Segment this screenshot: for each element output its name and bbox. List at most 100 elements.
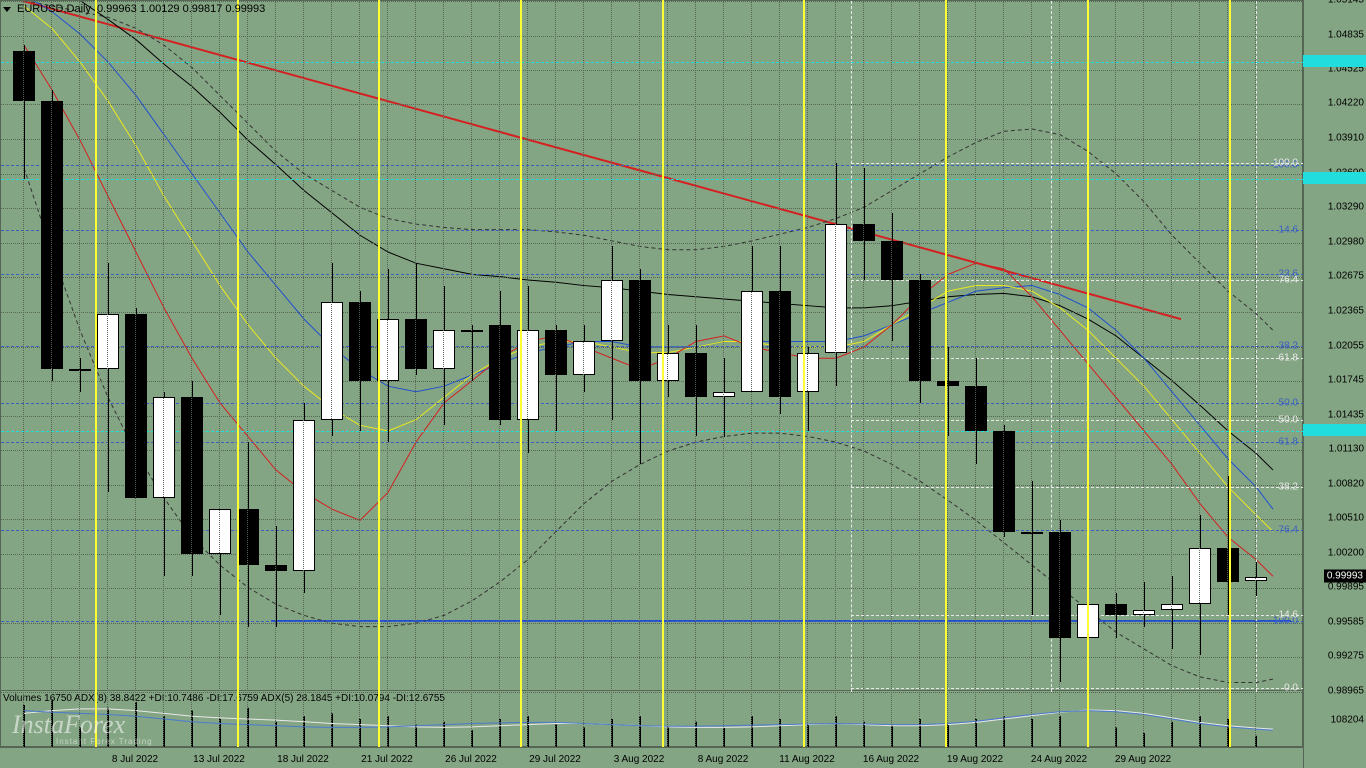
- candle-body[interactable]: [993, 431, 1015, 532]
- grid-vline: [1031, 0, 1032, 747]
- session-highlight: [803, 0, 805, 747]
- candle-body[interactable]: [909, 280, 931, 381]
- y-tick: 1.01435: [1328, 409, 1364, 420]
- y-tick: 1.04220: [1328, 98, 1364, 109]
- candle-wick: [276, 526, 277, 627]
- candle-body[interactable]: [1021, 532, 1043, 534]
- grid-vline: [1199, 0, 1200, 747]
- candle-body[interactable]: [125, 314, 147, 498]
- fib-blue-line: [1, 274, 1304, 275]
- x-tick: 29 Aug 2022: [1115, 754, 1171, 765]
- candle-body[interactable]: [97, 314, 119, 370]
- fib-white-label: 50.0: [1279, 414, 1298, 425]
- grid-vline: [1255, 0, 1256, 747]
- y-tick: 0.99275: [1328, 651, 1364, 662]
- fib-blue-label: 76.4: [1279, 525, 1298, 536]
- candle-body[interactable]: [629, 280, 651, 381]
- candle-body[interactable]: [741, 291, 763, 392]
- candle-body[interactable]: [349, 302, 371, 380]
- grid-vline: [1003, 0, 1004, 747]
- x-axis: 8 Jul 202213 Jul 202218 Jul 202221 Jul 2…: [0, 747, 1303, 768]
- fib-white-label: 76.4: [1279, 274, 1298, 285]
- candle-body[interactable]: [1161, 604, 1183, 610]
- candle-body[interactable]: [377, 319, 399, 380]
- candle-body[interactable]: [13, 51, 35, 101]
- x-tick: 24 Aug 2022: [1031, 754, 1087, 765]
- candle-body[interactable]: [545, 330, 567, 375]
- candle-wick: [1172, 576, 1173, 649]
- candle-wick: [948, 347, 949, 436]
- x-tick: 13 Jul 2022: [193, 754, 245, 765]
- grid-vline: [1115, 0, 1116, 747]
- grid-vline: [23, 0, 24, 747]
- indicator-panel[interactable]: Volumes 16750 ADX(8) 38.8422 +DI:10.7486…: [0, 691, 1303, 747]
- candle-body[interactable]: [69, 369, 91, 371]
- candle-body[interactable]: [1049, 532, 1071, 638]
- main-price-chart[interactable]: EURUSD,Daily 0.99963 1.00129 0.99817 0.9…: [0, 0, 1303, 691]
- candle-body[interactable]: [797, 353, 819, 392]
- candle-body[interactable]: [713, 392, 735, 398]
- session-highlight: [237, 0, 239, 747]
- fib-blue-label: 14.6: [1279, 224, 1298, 235]
- fib-white-label: 100.0: [1273, 157, 1298, 168]
- candle-body[interactable]: [489, 325, 511, 420]
- candle-body[interactable]: [573, 341, 595, 375]
- cyan-level-marker: [1303, 55, 1366, 67]
- candle-body[interactable]: [433, 330, 455, 369]
- fib-blue-label: 38.2: [1279, 340, 1298, 351]
- indicator-value: 108204: [1331, 715, 1364, 726]
- candle-body[interactable]: [41, 101, 63, 369]
- candle-wick: [724, 358, 725, 436]
- chart-container: EURUSD,Daily 0.99963 1.00129 0.99817 0.9…: [0, 0, 1366, 768]
- candle-body[interactable]: [321, 302, 343, 419]
- grid-hline: [1, 139, 1304, 140]
- candle-body[interactable]: [461, 330, 483, 332]
- candle-body[interactable]: [1189, 548, 1211, 604]
- grid-vline: [499, 0, 500, 747]
- fib-white-label: 14.6: [1279, 610, 1298, 621]
- candle-body[interactable]: [265, 565, 287, 571]
- session-highlight: [662, 0, 664, 747]
- x-tick: 8 Jul 2022: [112, 754, 158, 765]
- candle-body[interactable]: [937, 381, 959, 387]
- grid-vline: [723, 0, 724, 747]
- candle-body[interactable]: [1105, 604, 1127, 615]
- candle-body[interactable]: [825, 224, 847, 353]
- candle-body[interactable]: [209, 509, 231, 554]
- candle-body[interactable]: [1217, 548, 1239, 582]
- grid-vline: [891, 0, 892, 747]
- grid-hline: [1, 208, 1304, 209]
- grid-hline: [1, 588, 1304, 589]
- fib-blue-label: 61.8: [1279, 437, 1298, 448]
- grid-vline: [947, 0, 948, 747]
- candle-body[interactable]: [181, 397, 203, 554]
- y-tick: 1.05145: [1328, 0, 1364, 6]
- grid-hline: [1, 312, 1304, 313]
- candle-wick: [1116, 593, 1117, 638]
- y-axis: 108204 1.051451.048351.045251.042201.039…: [1303, 0, 1366, 768]
- candle-body[interactable]: [853, 224, 875, 241]
- candle-body[interactable]: [601, 280, 623, 341]
- candle-body[interactable]: [237, 509, 259, 565]
- candle-body[interactable]: [881, 241, 903, 280]
- grid-vline: [247, 0, 248, 747]
- dropdown-icon[interactable]: [3, 7, 11, 12]
- candle-body[interactable]: [1245, 577, 1267, 580]
- candle-body[interactable]: [1133, 610, 1155, 616]
- current-price-box: 0.99993: [1324, 570, 1366, 583]
- candle-body[interactable]: [965, 386, 987, 431]
- candle-body[interactable]: [153, 397, 175, 498]
- candle-body[interactable]: [685, 353, 707, 398]
- grid-vline: [331, 0, 332, 747]
- candle-body[interactable]: [293, 420, 315, 571]
- grid-vline: [387, 0, 388, 747]
- candle-body[interactable]: [405, 319, 427, 369]
- candle-body[interactable]: [769, 291, 791, 397]
- candle-body[interactable]: [657, 353, 679, 381]
- grid-vline: [79, 0, 80, 747]
- fib-blue-line: [1, 165, 1304, 166]
- y-tick: 0.99585: [1328, 616, 1364, 627]
- y-tick: 0.99895: [1328, 582, 1364, 593]
- y-tick: 1.02365: [1328, 305, 1364, 316]
- grid-vline: [359, 0, 360, 747]
